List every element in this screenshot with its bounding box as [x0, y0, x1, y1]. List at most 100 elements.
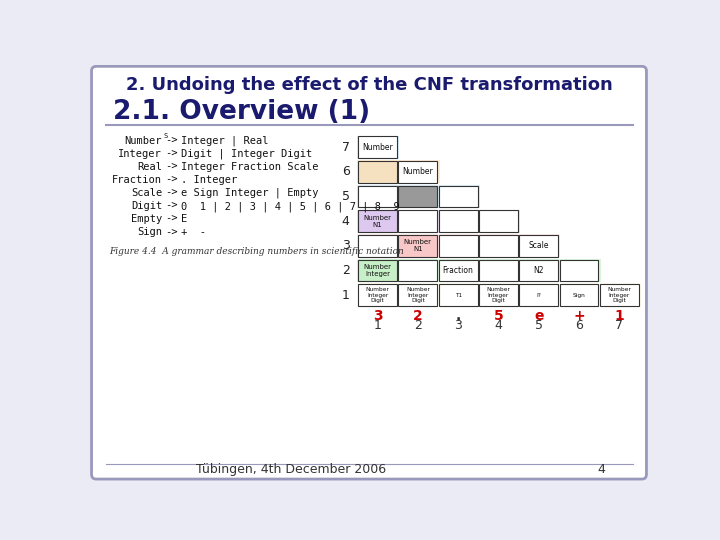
Text: +: +: [573, 309, 585, 323]
Text: 2.1. Overview (1): 2.1. Overview (1): [113, 99, 370, 125]
FancyBboxPatch shape: [91, 66, 647, 479]
Text: Integer | Real: Integer | Real: [181, 136, 269, 146]
Text: Integer Fraction Scale: Integer Fraction Scale: [181, 162, 319, 172]
Text: Figure 4.4  A grammar describing numbers in scientific notation: Figure 4.4 A grammar describing numbers …: [109, 247, 404, 255]
Text: 7: 7: [341, 141, 350, 154]
Text: Tübingen, 4th December 2006: Tübingen, 4th December 2006: [197, 463, 387, 476]
Text: 1: 1: [614, 309, 624, 323]
Bar: [519, 235, 558, 256]
Bar: [479, 284, 518, 306]
Bar: [398, 161, 437, 183]
Text: Sign: Sign: [137, 227, 162, 237]
Text: ->: ->: [165, 227, 178, 237]
Text: 4: 4: [495, 319, 503, 332]
Text: 5: 5: [493, 309, 503, 323]
Bar: [357, 210, 520, 233]
Text: Scale: Scale: [528, 241, 549, 250]
Bar: [559, 260, 598, 281]
Text: 5: 5: [535, 319, 543, 332]
Bar: [358, 210, 397, 232]
Text: Integer: Integer: [118, 148, 162, 159]
Bar: [438, 260, 477, 281]
Bar: [358, 137, 397, 158]
Bar: [479, 210, 518, 232]
Text: Number: Number: [125, 136, 162, 146]
Text: Real: Real: [137, 162, 162, 172]
Bar: [357, 136, 399, 159]
Bar: [398, 235, 437, 256]
Text: ->: ->: [165, 175, 178, 185]
Text: ->: ->: [165, 214, 178, 224]
Text: 2: 2: [342, 264, 350, 277]
Text: S: S: [163, 133, 168, 139]
Bar: [559, 284, 598, 306]
Bar: [398, 210, 437, 232]
Text: 4: 4: [598, 463, 606, 476]
Text: 5: 5: [341, 190, 350, 203]
Bar: [600, 284, 639, 306]
Text: 2. Undoing the effect of the CNF transformation: 2. Undoing the effect of the CNF transfo…: [125, 76, 613, 94]
Bar: [438, 186, 477, 207]
Text: .: .: [456, 309, 461, 323]
Bar: [357, 234, 560, 257]
Text: 2: 2: [413, 309, 423, 323]
Bar: [438, 210, 477, 232]
Text: e Sign Integer | Empty: e Sign Integer | Empty: [181, 188, 319, 199]
Text: Digit | Integer Digit: Digit | Integer Digit: [181, 148, 312, 159]
Bar: [519, 284, 558, 306]
Bar: [357, 284, 641, 307]
Bar: [357, 160, 439, 184]
Text: Number
Integer
Digit: Number Integer Digit: [406, 287, 430, 303]
Text: 3: 3: [342, 239, 350, 252]
Text: 0  1 | 2 | 3 | 4 | 5 | 6 | 7 | 8  9: 0 1 | 2 | 3 | 4 | 5 | 6 | 7 | 8 9: [181, 201, 400, 212]
Bar: [479, 260, 518, 281]
Text: ->: ->: [165, 162, 178, 172]
Text: 2: 2: [414, 319, 422, 332]
Text: N2: N2: [534, 266, 544, 275]
Bar: [398, 186, 437, 207]
Bar: [519, 260, 558, 281]
Bar: [438, 235, 477, 256]
Text: Digit: Digit: [131, 201, 162, 211]
Text: Number: Number: [402, 167, 433, 177]
Text: Number
Integer
Digit: Number Integer Digit: [608, 287, 631, 303]
Text: Empty: Empty: [131, 214, 162, 224]
Bar: [358, 260, 397, 281]
Text: Fraction: Fraction: [443, 266, 474, 275]
Bar: [357, 185, 480, 208]
Text: +  -: + -: [181, 227, 207, 237]
Text: Number
N1: Number N1: [364, 214, 392, 228]
Text: Number
N1: Number N1: [404, 239, 432, 252]
Text: ->: ->: [165, 201, 178, 211]
Text: 3: 3: [373, 309, 382, 323]
Bar: [398, 284, 437, 306]
Text: . Integer: . Integer: [181, 175, 238, 185]
Bar: [479, 235, 518, 256]
Text: E: E: [181, 214, 188, 224]
Text: 6: 6: [342, 165, 350, 178]
Text: ->: ->: [165, 148, 178, 159]
Bar: [438, 284, 477, 306]
Text: T1: T1: [454, 293, 462, 298]
Text: Sign: Sign: [572, 293, 585, 298]
Text: Number: Number: [362, 143, 393, 152]
Text: I?: I?: [536, 293, 541, 298]
Text: ->: ->: [165, 188, 178, 198]
Text: Number
Integer: Number Integer: [364, 264, 392, 277]
Bar: [357, 259, 600, 282]
Text: Fraction: Fraction: [112, 175, 162, 185]
Bar: [358, 284, 397, 306]
Text: ->: ->: [165, 136, 178, 146]
Text: e: e: [534, 309, 544, 323]
Text: Scale: Scale: [131, 188, 162, 198]
Text: 7: 7: [616, 319, 624, 332]
Text: 1: 1: [374, 319, 382, 332]
Text: 6: 6: [575, 319, 583, 332]
Text: Number
Integer
Digit: Number Integer Digit: [366, 287, 390, 303]
Bar: [358, 235, 397, 256]
Text: 1: 1: [342, 288, 350, 301]
Text: Number
Integer
Digit: Number Integer Digit: [487, 287, 510, 303]
Text: 3: 3: [454, 319, 462, 332]
Bar: [358, 161, 397, 183]
Bar: [398, 260, 437, 281]
